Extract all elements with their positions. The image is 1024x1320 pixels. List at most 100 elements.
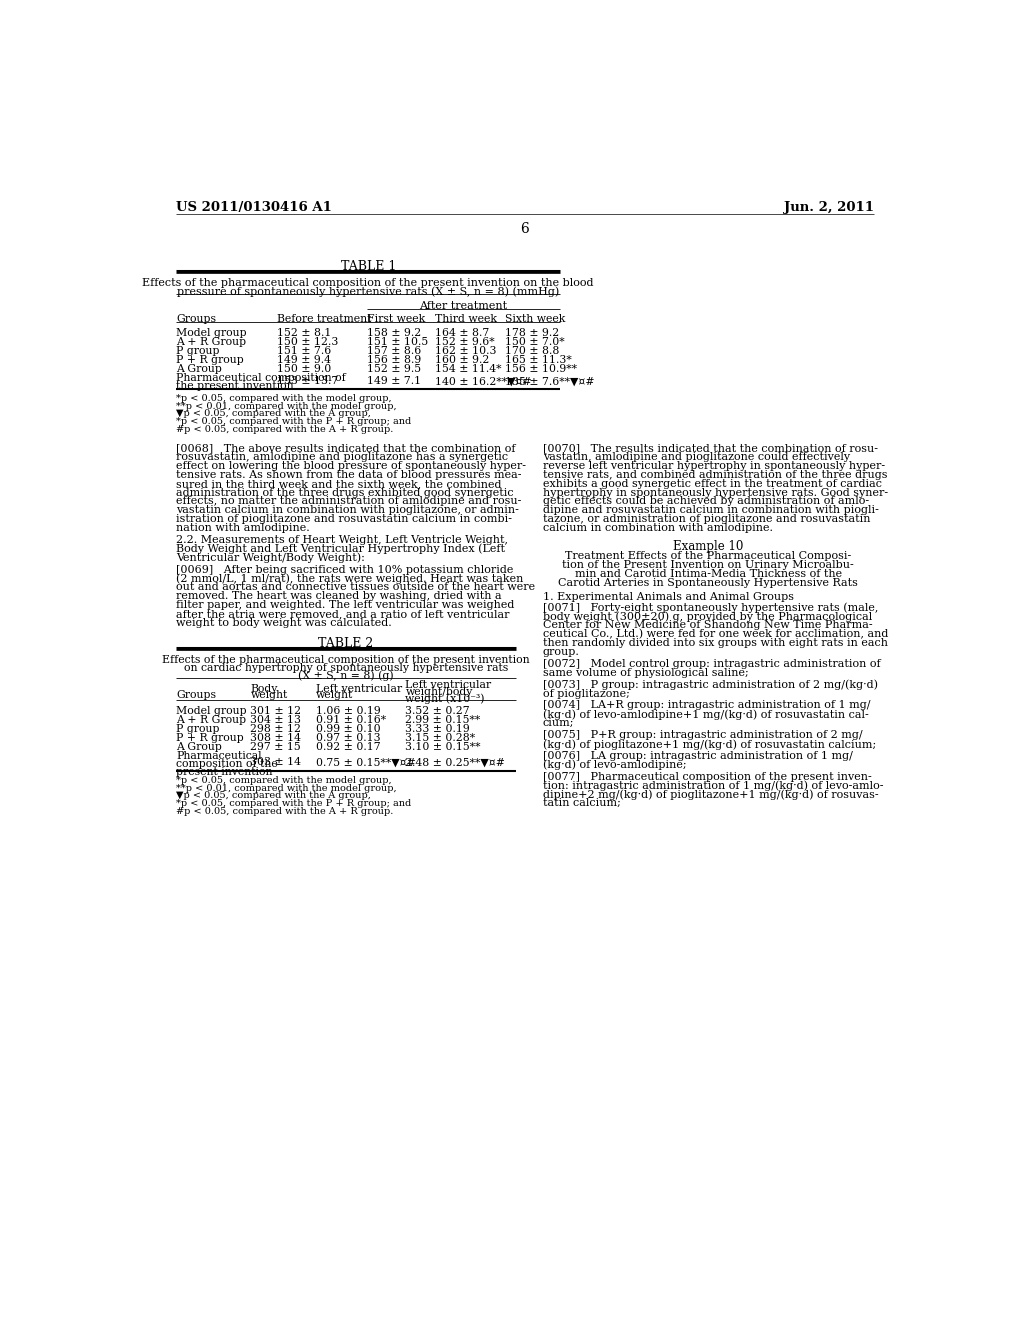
- Text: 3.10 ± 0.15**: 3.10 ± 0.15**: [406, 742, 481, 752]
- Text: same volume of physiological saline;: same volume of physiological saline;: [543, 668, 749, 677]
- Text: 2.2. Measurements of Heart Weight, Left Ventricle Weight,: 2.2. Measurements of Heart Weight, Left …: [176, 535, 508, 545]
- Text: 0.92 ± 0.17: 0.92 ± 0.17: [315, 742, 380, 752]
- Text: 1.06 ± 0.19: 1.06 ± 0.19: [315, 706, 380, 715]
- Text: US 2011/0130416 A1: US 2011/0130416 A1: [176, 201, 332, 214]
- Text: (2 mmol/L, 1 ml/rat), the rats were weighed. Heart was taken: (2 mmol/L, 1 ml/rat), the rats were weig…: [176, 573, 523, 583]
- Text: 164 ± 8.7: 164 ± 8.7: [435, 327, 489, 338]
- Text: TABLE 1: TABLE 1: [341, 260, 396, 273]
- Text: weight: weight: [315, 690, 353, 701]
- Text: 152 ± 9.5: 152 ± 9.5: [367, 364, 421, 374]
- Text: [0069]   After being sacrificed with 10% potassium chloride: [0069] After being sacrificed with 10% p…: [176, 565, 513, 574]
- Text: After treatment: After treatment: [420, 301, 508, 310]
- Text: 158 ± 9.2: 158 ± 9.2: [367, 327, 421, 338]
- Text: **p < 0.01, compared with the model group,: **p < 0.01, compared with the model grou…: [176, 784, 396, 792]
- Text: administration of the three drugs exhibited good synergetic: administration of the three drugs exhibi…: [176, 487, 514, 498]
- Text: Third week: Third week: [435, 314, 497, 323]
- Text: Before treatment: Before treatment: [276, 314, 371, 323]
- Text: 297 ± 15: 297 ± 15: [251, 742, 301, 752]
- Text: 308 ± 14: 308 ± 14: [251, 733, 301, 743]
- Text: Effects of the pharmaceutical composition of the present invention on the blood: Effects of the pharmaceutical compositio…: [142, 277, 594, 288]
- Text: rosuvastatin, amlodipine and pioglitazone has a synergetic: rosuvastatin, amlodipine and pioglitazon…: [176, 453, 508, 462]
- Text: Model group: Model group: [176, 706, 247, 715]
- Text: 140 ± 16.2**▼¤#: 140 ± 16.2**▼¤#: [435, 376, 531, 387]
- Text: tensive rats, and combined administration of the three drugs: tensive rats, and combined administratio…: [543, 470, 887, 480]
- Text: 0.75 ± 0.15**▼¤#: 0.75 ± 0.15**▼¤#: [315, 758, 416, 767]
- Text: 150 ± 12.3: 150 ± 12.3: [276, 337, 338, 347]
- Text: 170 ± 8.8: 170 ± 8.8: [506, 346, 560, 356]
- Text: filter paper, and weighted. The left ventricular was weighed: filter paper, and weighted. The left ven…: [176, 601, 514, 610]
- Text: 301 ± 12: 301 ± 12: [251, 706, 302, 715]
- Text: First week: First week: [367, 314, 425, 323]
- Text: (kg·d) of pioglitazone+1 mg/(kg·d) of rosuvastatin calcium;: (kg·d) of pioglitazone+1 mg/(kg·d) of ro…: [543, 739, 876, 750]
- Text: A + R Group: A + R Group: [176, 337, 246, 347]
- Text: effect on lowering the blood pressure of spontaneously hyper-: effect on lowering the blood pressure of…: [176, 461, 526, 471]
- Text: dipine+2 mg/(kg·d) of pioglitazone+1 mg/(kg·d) of rosuvas-: dipine+2 mg/(kg·d) of pioglitazone+1 mg/…: [543, 789, 879, 800]
- Text: 135 ± 7.6**▼¤#: 135 ± 7.6**▼¤#: [506, 376, 595, 387]
- Text: dipine and rosuvastatin calcium in combination with piogli-: dipine and rosuvastatin calcium in combi…: [543, 506, 879, 515]
- Text: Pharmaceutical composition of: Pharmaceutical composition of: [176, 374, 346, 383]
- Text: [0072]   Model control group: intragastric administration of: [0072] Model control group: intragastric…: [543, 659, 881, 669]
- Text: [0073]   P group: intragastric administration of 2 mg/(kg·d): [0073] P group: intragastric administrat…: [543, 680, 878, 690]
- Text: cium;: cium;: [543, 718, 574, 729]
- Text: out and aortas and connective tissues outside of the heart were: out and aortas and connective tissues ou…: [176, 582, 536, 593]
- Text: Treatment Effects of the Pharmaceutical Composi-: Treatment Effects of the Pharmaceutical …: [565, 552, 851, 561]
- Text: 0.99 ± 0.10: 0.99 ± 0.10: [315, 725, 380, 734]
- Text: 151 ± 10.5: 151 ± 10.5: [367, 337, 428, 347]
- Text: pressure of spontaneously hypertensive rats (X ± S, n = 8) (mmHg): pressure of spontaneously hypertensive r…: [177, 286, 559, 297]
- Text: sured in the third week and the sixth week, the combined: sured in the third week and the sixth we…: [176, 479, 502, 488]
- Text: (X ± S, n = 8) (g): (X ± S, n = 8) (g): [298, 671, 393, 681]
- Text: 3.15 ± 0.28*: 3.15 ± 0.28*: [406, 733, 475, 743]
- Text: weight/body: weight/body: [406, 686, 473, 697]
- Text: 1. Experimental Animals and Animal Groups: 1. Experimental Animals and Animal Group…: [543, 591, 794, 602]
- Text: 153 ± 13.7: 153 ± 13.7: [276, 376, 338, 387]
- Text: 156 ± 10.9**: 156 ± 10.9**: [506, 364, 578, 374]
- Text: tatin calcium;: tatin calcium;: [543, 799, 621, 808]
- Text: weight (x10⁻³): weight (x10⁻³): [406, 693, 485, 704]
- Text: 3.52 ± 0.27: 3.52 ± 0.27: [406, 706, 470, 715]
- Text: composition of the: composition of the: [176, 759, 278, 770]
- Text: Body Weight and Left Ventricular Hypertrophy Index (Left: Body Weight and Left Ventricular Hypertr…: [176, 544, 505, 554]
- Text: 304 ± 13: 304 ± 13: [251, 715, 301, 725]
- Text: removed. The heart was cleaned by washing, dried with a: removed. The heart was cleaned by washin…: [176, 591, 502, 601]
- Text: 151 ± 7.6: 151 ± 7.6: [276, 346, 331, 356]
- Text: 2.99 ± 0.15**: 2.99 ± 0.15**: [406, 715, 480, 725]
- Text: vastatin calcium in combination with pioglitazone, or admin-: vastatin calcium in combination with pio…: [176, 506, 519, 515]
- Text: 6: 6: [520, 222, 529, 235]
- Text: 156 ± 8.9: 156 ± 8.9: [367, 355, 421, 366]
- Text: Model group: Model group: [176, 327, 247, 338]
- Text: then randomly divided into six groups with eight rats in each: then randomly divided into six groups wi…: [543, 638, 888, 648]
- Text: (kg·d) of levo-amlodipine+1 mg/(kg·d) of rosuvastatin cal-: (kg·d) of levo-amlodipine+1 mg/(kg·d) of…: [543, 709, 868, 719]
- Text: [0071]   Forty-eight spontaneously hypertensive rats (male,: [0071] Forty-eight spontaneously hyperte…: [543, 603, 878, 614]
- Text: present invention: present invention: [176, 767, 272, 776]
- Text: Carotid Arteries in Spontaneously Hypertensive Rats: Carotid Arteries in Spontaneously Hypert…: [558, 578, 858, 587]
- Text: weight: weight: [251, 690, 288, 701]
- Text: Jun. 2, 2011: Jun. 2, 2011: [783, 201, 873, 214]
- Text: getic effects could be achieved by administration of amlo-: getic effects could be achieved by admin…: [543, 496, 868, 507]
- Text: vastatin, amlodipine and pioglitazone could effectively: vastatin, amlodipine and pioglitazone co…: [543, 453, 850, 462]
- Text: #p < 0.05, compared with the A + R group.: #p < 0.05, compared with the A + R group…: [176, 425, 393, 434]
- Text: TABLE 2: TABLE 2: [318, 638, 374, 651]
- Text: tion of the Present Invention on Urinary Microalbu-: tion of the Present Invention on Urinary…: [562, 561, 854, 570]
- Text: tion: intragastric administration of 1 mg/(kg·d) of levo-amlo-: tion: intragastric administration of 1 m…: [543, 780, 883, 791]
- Text: on cardiac hypertrophy of spontaneously hypertensive rats: on cardiac hypertrophy of spontaneously …: [183, 663, 508, 673]
- Text: nation with amlodipine.: nation with amlodipine.: [176, 523, 310, 533]
- Text: [0077]   Pharmaceutical composition of the present inven-: [0077] Pharmaceutical composition of the…: [543, 772, 871, 781]
- Text: body weight (300±20) g, provided by the Pharmacological: body weight (300±20) g, provided by the …: [543, 611, 871, 622]
- Text: tazone, or administration of pioglitazone and rosuvastatin: tazone, or administration of pioglitazon…: [543, 515, 870, 524]
- Text: (kg·d) of levo-amlodipine;: (kg·d) of levo-amlodipine;: [543, 760, 686, 771]
- Text: Sixth week: Sixth week: [506, 314, 566, 323]
- Text: 150 ± 7.0*: 150 ± 7.0*: [506, 337, 565, 347]
- Text: reverse left ventricular hypertrophy in spontaneously hyper-: reverse left ventricular hypertrophy in …: [543, 461, 885, 471]
- Text: tensive rats. As shown from the data of blood pressures mea-: tensive rats. As shown from the data of …: [176, 470, 521, 480]
- Text: Pharmaceutical: Pharmaceutical: [176, 751, 262, 762]
- Text: Left ventricular: Left ventricular: [315, 684, 401, 693]
- Text: A Group: A Group: [176, 364, 222, 374]
- Text: istration of pioglitazone and rosuvastatin calcium in combi-: istration of pioglitazone and rosuvastat…: [176, 515, 512, 524]
- Text: *p < 0.05, compared with the model group,: *p < 0.05, compared with the model group…: [176, 776, 391, 785]
- Text: 149 ± 7.1: 149 ± 7.1: [367, 376, 421, 387]
- Text: effects, no matter the administration of amlodipine and rosu-: effects, no matter the administration of…: [176, 496, 521, 507]
- Text: Left ventricular: Left ventricular: [406, 680, 492, 689]
- Text: calcium in combination with amlodipine.: calcium in combination with amlodipine.: [543, 523, 773, 533]
- Text: [0074]   LA+R group: intragastric administration of 1 mg/: [0074] LA+R group: intragastric administ…: [543, 701, 870, 710]
- Text: P group: P group: [176, 725, 219, 734]
